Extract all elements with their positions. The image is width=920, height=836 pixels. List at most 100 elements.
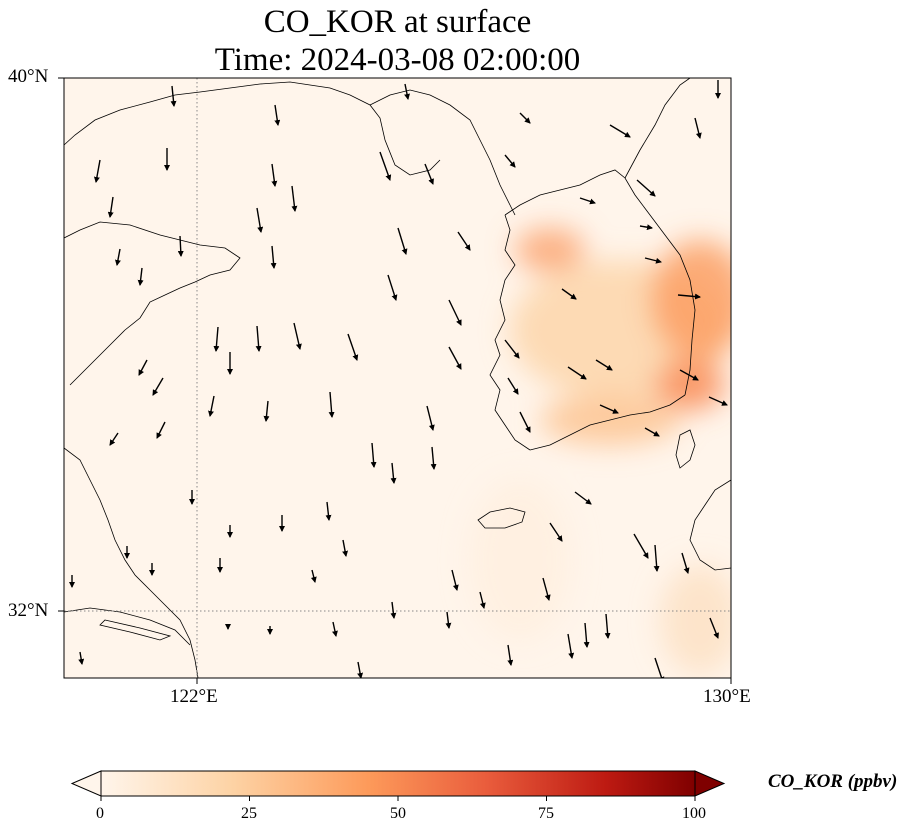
wind-vector-arrow [213,326,220,352]
shandong-coast [64,221,241,386]
colorbar-gradient [101,771,695,796]
coastlines [64,78,731,678]
wind-vector-arrow [397,227,408,255]
wind-vector-arrow [332,621,338,637]
wind-vector-arrow [357,661,364,678]
colorbar [70,770,726,801]
wind-vector-arrow [370,442,377,468]
yangtze-estuary [64,607,191,646]
wind-vector-arrow [448,299,462,326]
wind-vector-arrow [479,591,486,609]
yangtze-estuary-island [99,619,172,641]
wind-vector-arrow [109,432,119,446]
colorbar-tick-75: 75 [538,805,554,822]
wind-vector-arrow [390,601,397,619]
wind-vector-arrow [451,569,459,591]
lon-tick-label-130: 130°E [703,686,751,707]
korea-west-coast [489,214,531,451]
wind-vector-arrow [567,366,587,380]
wind-vector-arrow [567,633,575,659]
wind-vector-arrow [448,346,462,370]
wind-vector-arrow [595,359,613,371]
colorbar-title: CO_KOR (ppbv) [768,771,898,792]
wind-vector-arrow [404,83,410,100]
colorbar-extend-min [70,770,102,797]
north-korea-coast [624,78,691,179]
wind-vector-arrow [390,462,397,484]
wind-vector-arrow [426,405,435,431]
wind-vector-arrow [681,552,690,574]
wind-vector-arrow [504,154,516,168]
axis-ticks [58,77,732,684]
wind-vector-arrow [507,377,519,395]
wind-vector-arrow [507,644,514,666]
map-gridlines [64,78,731,678]
wind-vector-arrow [519,112,531,124]
korea-south-coast [529,394,686,451]
wind-vector-arrow [328,391,335,418]
wind-vector-arrow [208,395,215,417]
lat-tick-label-40: 40°N [8,66,49,87]
map-time-subtitle: Time: 2024-03-08 02:00:00 [214,42,581,78]
wind-vector-arrow [137,267,144,286]
wind-vector-arrow [274,104,281,126]
colorbar-tick-50: 50 [390,805,406,822]
map-frame [63,77,732,679]
wind-vector-arrow [379,151,392,181]
wind-vector-arrow [430,446,437,470]
wind-vector-arrow [604,613,611,639]
colorbar-tick-25: 25 [241,805,257,822]
wind-vector-arrow [138,359,148,376]
wind-vector-arrow [519,411,531,433]
liaodong-coast [369,89,516,216]
wind-vector-arrow [347,333,359,361]
wind-vector-arrow [256,207,264,233]
wind-vector-arrow [170,85,177,107]
wind-vector-arrow [679,369,699,381]
wind-vector-arrow [709,617,719,639]
map-title: CO_KOR at surface [263,4,532,40]
wind-vector-arrow [270,245,277,269]
wind-vector-arrow [457,231,471,251]
wind-vector-arrow [579,197,596,205]
wind-vector-arrow [599,404,619,414]
wind-vector-arrow [574,491,592,505]
wind-vector-arrow [708,396,728,406]
china-east-coast [64,447,199,678]
wind-vector-arrow [561,288,577,300]
lon-tick-label-122: 122°E [170,686,218,707]
wind-vector-arrow [636,179,656,197]
colorbar-tick-100: 100 [682,805,706,822]
wind-vector-arrow [93,159,101,183]
wind-vector-arrow [325,501,332,521]
wind-vector-arrow [114,248,121,266]
wind-vector-arrow [654,657,665,678]
wind-vector-arrow [653,544,660,572]
wind-vector-arrow [677,293,701,300]
japan-kyushu-coast [689,479,731,571]
wind-vector-arrow [504,339,520,359]
wind-vector-arrow [633,533,649,559]
lat-tick-label-32: 32°N [8,600,49,621]
wind-vector-arrow [271,163,278,187]
colorbar-extend-max [694,770,726,797]
wind-vector-arrow [156,421,166,439]
tsushima-island [675,429,696,469]
wind-vector-arrow [644,257,662,264]
wind-vector-arrow [445,611,452,629]
wind-vector-arrow [263,400,270,422]
wind-vector-arrow [424,163,434,185]
wind-vector-arrow [639,224,653,231]
wind-vector-arrow [694,117,702,139]
wind-vector-arrow [177,235,184,257]
wind-vector-arrow [107,196,114,218]
china-north-coast [64,81,441,176]
wind-vectors [69,80,728,678]
wind-vector-arrow [609,124,631,138]
wind-vector-arrow [293,322,302,350]
jeju-island [477,507,526,529]
wind-vector-arrow [291,185,298,212]
wind-vector-arrow [78,651,85,665]
wind-vector-arrow [342,539,349,557]
